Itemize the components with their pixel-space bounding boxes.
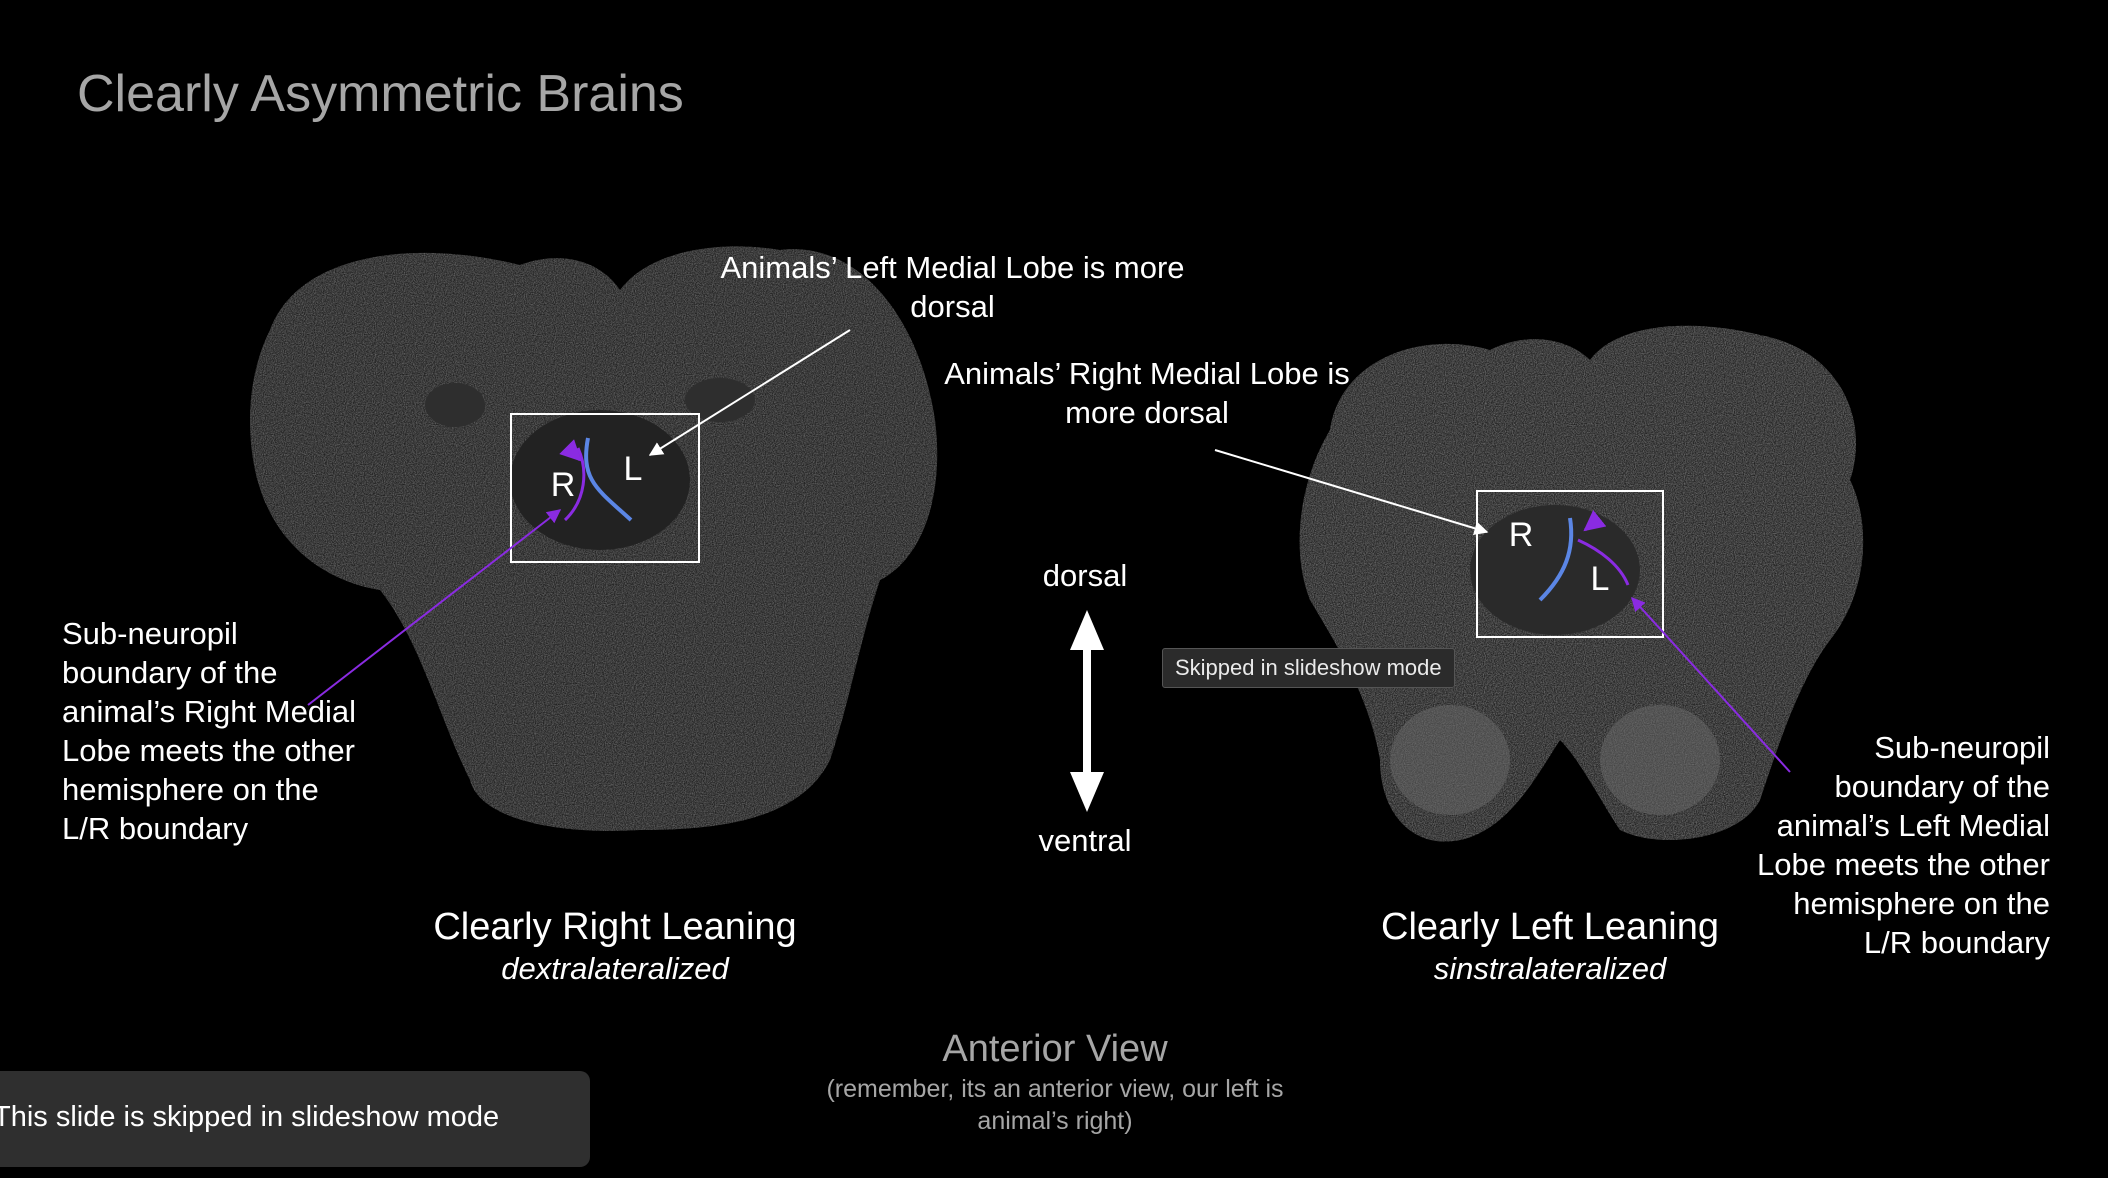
annotation-left-dorsal: Animals’ Left Medial Lobe is more dorsal — [720, 250, 1185, 324]
slide-title: Clearly Asymmetric Brains — [77, 65, 684, 123]
ventral-label: ventral — [1038, 823, 1132, 858]
right-purple-boundary — [1577, 538, 1630, 586]
annotation-right-boundary: Sub-neuropil boundary of the animal’s Le… — [1757, 730, 2050, 960]
right-purple-arrowhead — [1583, 509, 1607, 532]
right-roi-label-l: L — [1591, 560, 1610, 598]
right-roi-label-r: R — [1509, 516, 1534, 554]
annotation-left-boundary: Sub-neuropil boundary of the animal’s Ri… — [62, 616, 357, 846]
left-purple-arrowhead — [559, 439, 582, 462]
caption-left-main: Clearly Right Leaning — [433, 906, 797, 948]
dorsal-label: dorsal — [1042, 558, 1128, 593]
dorsal-ventral-arrow — [1070, 610, 1104, 812]
right-roi-box — [1476, 490, 1664, 638]
arrow-left-boundary — [307, 509, 562, 706]
left-brain-image — [250, 246, 938, 831]
arrow-right-dorsal — [1214, 449, 1489, 536]
skipped-slide-banner[interactable]: This slide is skipped in slideshow mode — [0, 1071, 590, 1167]
arrow-left-dorsal — [648, 329, 851, 456]
arrow-right-boundary — [1631, 596, 1791, 773]
caption-left-sub: dextralateralized — [501, 951, 729, 986]
caption-right-sub: sinstralateralized — [1433, 951, 1667, 986]
caption-right: Clearly Left Leaning sinstralateralized — [1320, 904, 1780, 988]
left-roi-box — [510, 413, 700, 563]
left-blue-boundary — [584, 437, 633, 522]
skipped-tooltip: Skipped in slideshow mode — [1162, 648, 1455, 688]
right-brain-image — [1299, 325, 1864, 842]
skipped-slide-banner-text: This slide is skipped in slideshow mode — [0, 1101, 500, 1133]
right-blue-boundary — [1538, 517, 1574, 602]
caption-right-main: Clearly Left Leaning — [1381, 906, 1719, 948]
annotation-right-dorsal: Animals’ Right Medial Lobe is more dorsa… — [944, 356, 1350, 430]
view-title: Anterior View — [942, 1028, 1168, 1070]
left-roi-label-l: L — [624, 450, 643, 488]
left-roi-label-r: R — [551, 466, 576, 504]
view-note: (remember, its an anterior view, our lef… — [826, 1075, 1284, 1135]
caption-left: Clearly Right Leaning dextralateralized — [380, 904, 850, 988]
